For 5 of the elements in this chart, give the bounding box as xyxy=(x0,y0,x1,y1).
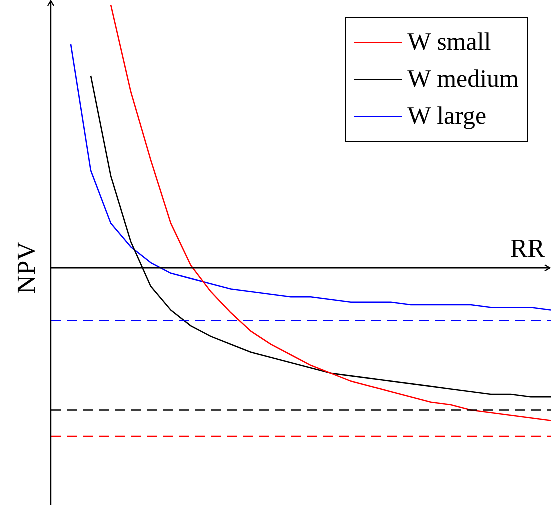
y-axis-title: NPV xyxy=(12,242,41,294)
legend-label: W large xyxy=(408,102,487,130)
x-axis-title: RR xyxy=(510,234,545,264)
legend-label: W medium xyxy=(408,66,519,94)
legend-label: W small xyxy=(408,28,492,56)
